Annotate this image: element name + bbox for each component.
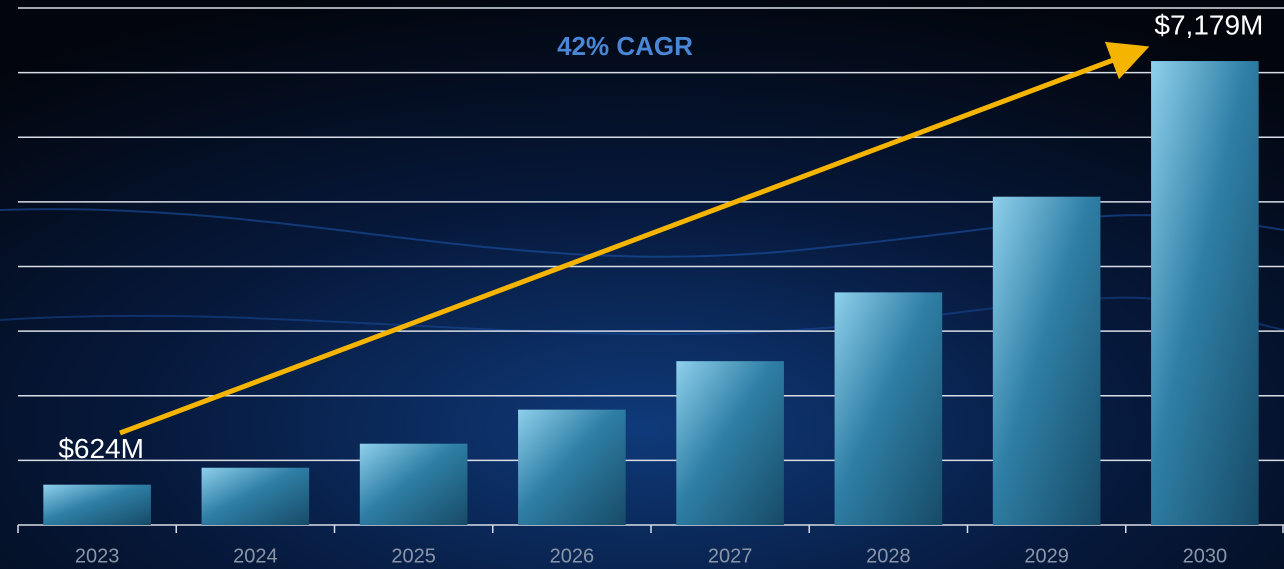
x-tick-label: 2028 — [866, 545, 911, 567]
bar — [360, 444, 468, 525]
bar — [518, 410, 626, 525]
x-tick-label: 2023 — [75, 545, 120, 567]
x-tick-label: 2026 — [550, 545, 595, 567]
x-tick-label: 2027 — [708, 545, 753, 567]
bar — [202, 468, 310, 525]
bar — [1151, 61, 1259, 525]
value-label: $624M — [58, 433, 144, 464]
x-tick-label: 2024 — [233, 545, 278, 567]
chart: 42% CAGR 2023 $624M 2024 2025 2026 2027 2028 20… — [0, 0, 1284, 569]
bar — [43, 485, 151, 525]
x-tick-label: 2030 — [1183, 545, 1228, 567]
value-label: $7,179M — [1154, 9, 1263, 40]
annotation: 42% CAGR — [557, 31, 693, 61]
bar — [835, 292, 943, 525]
bar — [676, 361, 784, 525]
x-tick-label: 2025 — [391, 545, 436, 567]
x-tick-label: 2029 — [1024, 545, 1069, 567]
bar — [993, 197, 1101, 525]
